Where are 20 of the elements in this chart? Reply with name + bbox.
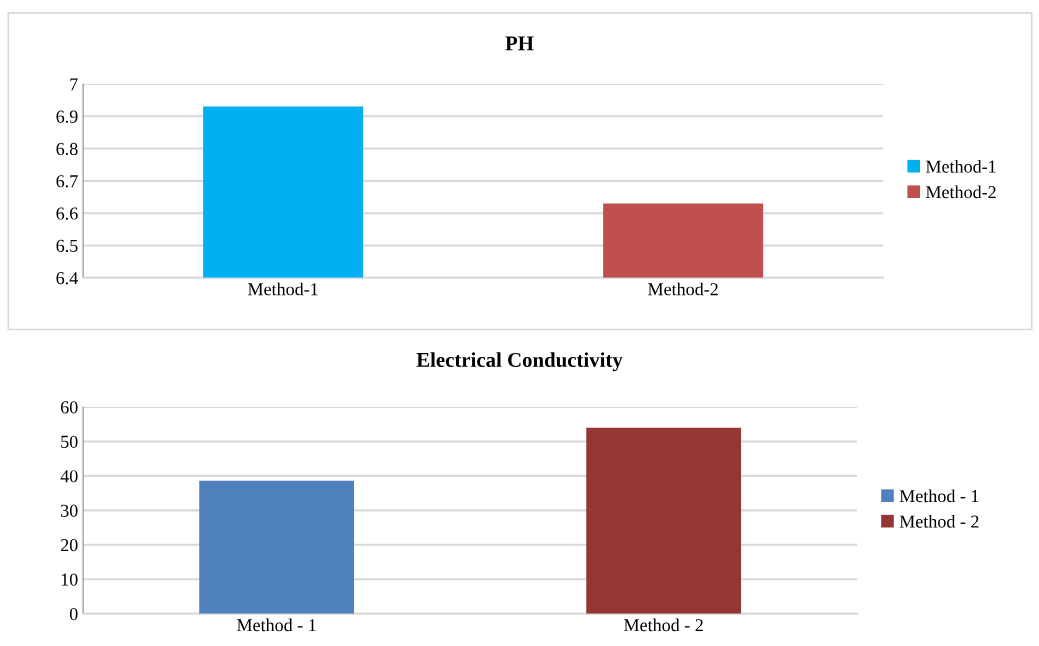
y-tick-label: 6.6 [56, 207, 78, 220]
y-tick-label: 10 [61, 573, 78, 586]
y-tick-label: 30 [61, 504, 78, 517]
y-tick-label: 0 [69, 607, 78, 621]
chart-title: Electrical Conductivity [416, 352, 623, 372]
y-tick-label: 7 [70, 78, 78, 91]
legend-label: Method-2 [925, 185, 996, 199]
y-tick-label: 20 [61, 539, 78, 552]
legend-label: Method - 1 [899, 489, 979, 503]
y-tick-label: 6.5 [56, 239, 78, 252]
y-tick-label: 6.9 [56, 110, 78, 123]
legend-label: Method-1 [925, 159, 996, 173]
y-tick-label: 60 [60, 401, 78, 414]
y-tick-label: 6.7 [56, 175, 78, 188]
y-tick-label: 50 [61, 435, 78, 448]
y-tick-label: 6.4 [56, 272, 78, 285]
chart-title: PH [505, 36, 534, 51]
y-tick-label: 40 [60, 470, 78, 483]
y-tick-label: 6.8 [56, 142, 78, 156]
legend-label: Method - 2 [899, 514, 979, 528]
